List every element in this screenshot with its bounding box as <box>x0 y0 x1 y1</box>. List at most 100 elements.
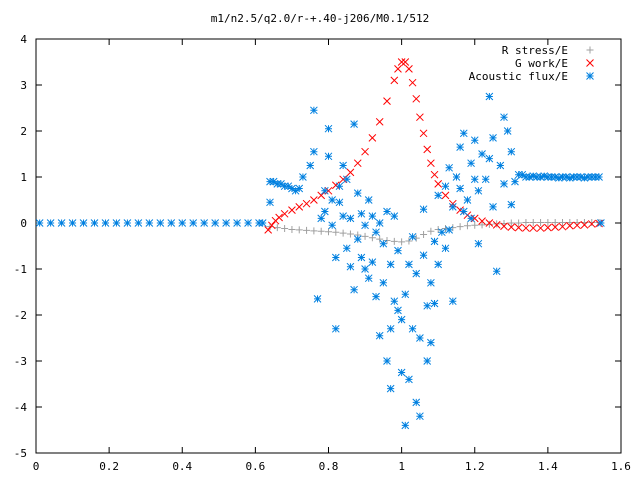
data-point <box>419 205 428 214</box>
data-point <box>375 331 384 340</box>
data-point <box>463 222 471 230</box>
data-point <box>303 226 311 234</box>
data-point <box>408 78 417 87</box>
data-point <box>167 219 176 227</box>
data-point <box>467 159 475 168</box>
data-point <box>423 145 432 154</box>
data-point <box>364 274 373 283</box>
y-tick-label: 3 <box>20 79 27 92</box>
data-point <box>500 180 508 188</box>
data-point <box>335 198 344 207</box>
data-point <box>485 220 493 228</box>
data-point <box>474 186 483 195</box>
data-point <box>419 251 428 260</box>
data-point <box>481 175 490 184</box>
data-point <box>134 219 143 227</box>
legend-marker <box>586 59 594 67</box>
data-point <box>540 172 549 180</box>
data-point <box>295 184 304 193</box>
data-point <box>522 219 530 227</box>
data-point <box>558 173 567 181</box>
series-1 <box>264 58 603 234</box>
data-point <box>394 246 402 255</box>
data-point <box>416 113 424 122</box>
data-point <box>178 219 187 227</box>
data-point <box>310 106 318 115</box>
data-point <box>405 65 413 73</box>
data-point <box>449 224 457 232</box>
data-point <box>427 159 435 168</box>
data-point <box>222 219 230 227</box>
data-point <box>101 219 110 227</box>
data-point <box>427 227 435 235</box>
data-point <box>420 231 428 238</box>
data-point <box>445 226 454 234</box>
data-point <box>353 189 362 197</box>
data-point <box>434 180 443 188</box>
data-point <box>448 203 457 211</box>
y-tick-label: -1 <box>14 263 27 276</box>
data-point <box>587 220 596 228</box>
data-point <box>412 398 421 407</box>
data-point <box>394 306 402 315</box>
y-tick-label: -4 <box>14 401 28 414</box>
data-point <box>463 196 472 204</box>
data-point <box>386 384 395 393</box>
data-point <box>544 173 552 181</box>
data-point <box>368 258 377 266</box>
data-point <box>397 58 406 66</box>
data-point <box>368 134 377 142</box>
x-tick-label: 1 <box>398 460 405 473</box>
data-point <box>57 219 66 227</box>
data-point <box>361 147 369 156</box>
data-point <box>456 184 464 193</box>
data-point <box>310 227 318 235</box>
data-point <box>412 269 421 278</box>
data-point <box>547 173 556 181</box>
data-point <box>280 209 289 218</box>
data-point <box>515 219 523 227</box>
data-point <box>401 58 410 66</box>
data-point <box>267 221 276 230</box>
data-point <box>595 173 603 181</box>
data-point <box>587 173 596 181</box>
x-tick-label: 0.4 <box>172 460 192 473</box>
data-point <box>529 224 538 232</box>
data-point <box>597 219 605 227</box>
data-point <box>211 219 220 227</box>
data-point <box>275 213 283 222</box>
data-point <box>470 175 479 184</box>
data-point <box>437 228 446 237</box>
data-point <box>281 225 289 233</box>
data-point <box>536 224 545 232</box>
data-point <box>277 180 285 188</box>
data-point <box>427 338 435 347</box>
data-point <box>310 147 318 156</box>
data-point <box>430 299 439 308</box>
data-point <box>529 219 537 227</box>
data-point <box>489 203 497 211</box>
data-point <box>375 219 384 227</box>
data-point <box>317 214 326 223</box>
data-point <box>335 182 344 191</box>
data-point <box>310 196 318 204</box>
data-point <box>383 357 391 365</box>
data-point <box>112 219 121 227</box>
data-point <box>375 117 384 126</box>
data-point <box>233 219 241 227</box>
data-point <box>353 235 362 243</box>
data-point <box>383 97 391 105</box>
data-point <box>324 124 333 133</box>
data-point <box>423 357 432 365</box>
data-point <box>456 143 464 151</box>
data-point <box>591 173 600 181</box>
x-tick-label: 1.6 <box>611 460 631 473</box>
legend-marker <box>586 72 594 80</box>
y-tick-label: -2 <box>14 309 27 322</box>
data-point <box>459 129 468 138</box>
y-tick-label: 2 <box>20 125 27 138</box>
y-tick-label: 0 <box>20 217 27 230</box>
data-point <box>379 278 388 287</box>
data-point <box>412 94 421 103</box>
